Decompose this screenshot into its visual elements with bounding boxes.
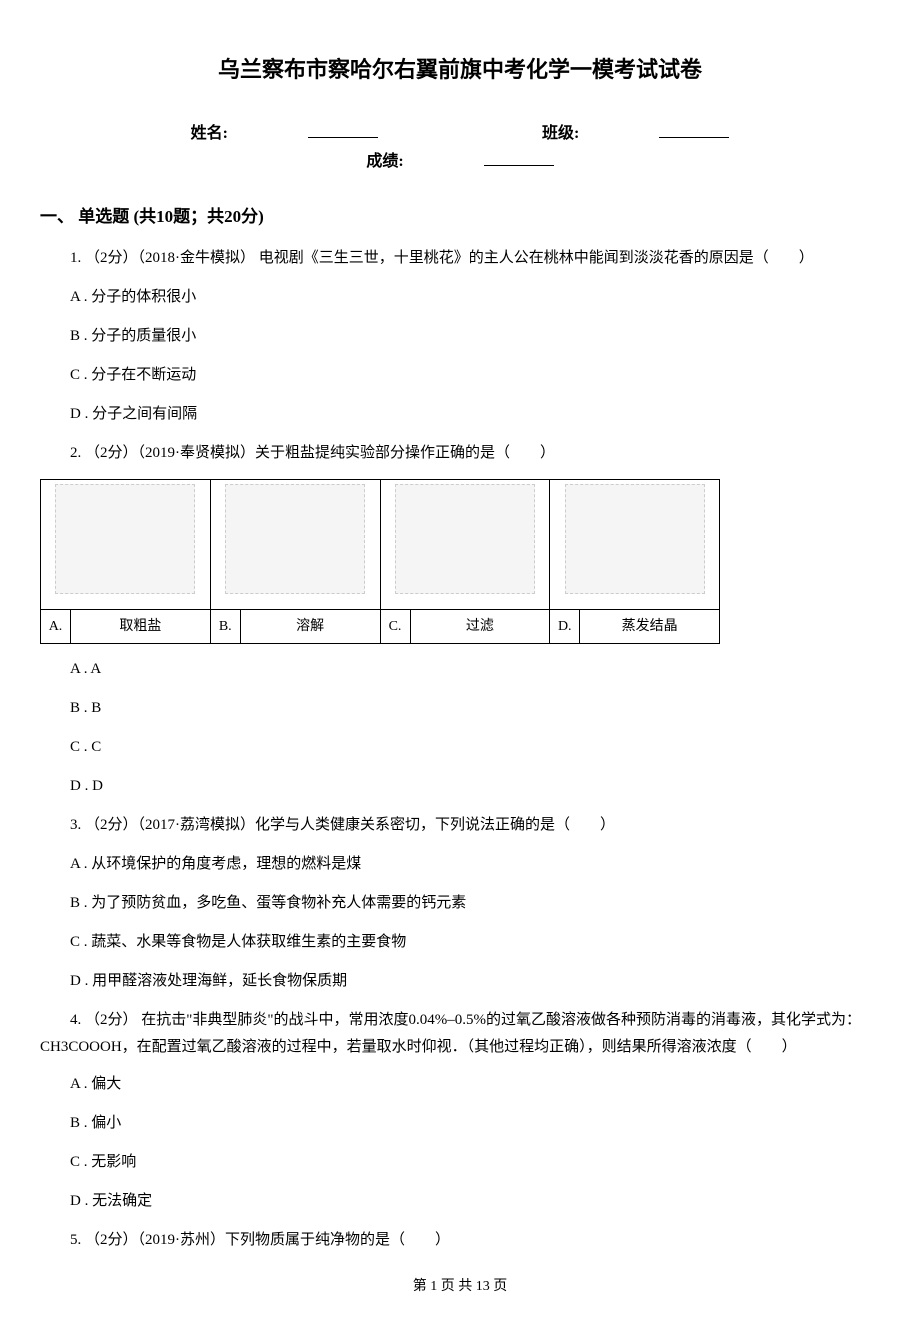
q1-optA: A . 分子的体积很小 [40, 284, 880, 311]
q2-stem: 2. （2分）（2019·奉贤模拟）关于粗盐提纯实验部分操作正确的是（ ） [40, 440, 880, 467]
info-row: 姓名: 班级: 成绩: [40, 120, 880, 178]
q2-imgD [550, 479, 720, 609]
score-field: 成绩: [326, 148, 593, 177]
q4-optC: C . 无影响 [40, 1149, 880, 1176]
q2-optD: D . D [40, 773, 880, 800]
q3-stem: 3. （2分）（2017·荔湾模拟）化学与人类健康关系密切，下列说法正确的是（ … [40, 812, 880, 839]
q2-capA: 取粗盐 [71, 609, 211, 643]
q4-optD: D . 无法确定 [40, 1188, 880, 1215]
q3-optB: B . 为了预防贫血，多吃鱼、蛋等食物补充人体需要的钙元素 [40, 890, 880, 917]
q2-optB: B . B [40, 695, 880, 722]
section-header: 一、 单选题 (共10题；共20分) [40, 202, 880, 233]
q2-labelA: A. [41, 609, 71, 643]
q3-optD: D . 用甲醛溶液处理海鲜，延长食物保质期 [40, 968, 880, 995]
q2-capC: 过滤 [410, 609, 550, 643]
q1-optB: B . 分子的质量很小 [40, 323, 880, 350]
q2-imgB [210, 479, 380, 609]
q3-optC: C . 蔬菜、水果等食物是人体获取维生素的主要食物 [40, 929, 880, 956]
q2-capB: 溶解 [240, 609, 380, 643]
q1-optD: D . 分子之间有间隔 [40, 401, 880, 428]
q4-stem: 4. （2分） 在抗击"非典型肺炎"的战斗中，常用浓度0.04%–0.5%的过氧… [40, 1007, 880, 1061]
q2-labelB: B. [210, 609, 240, 643]
q1-optC: C . 分子在不断运动 [40, 362, 880, 389]
q2-optA: A . A [40, 656, 880, 683]
page-footer: 第 1 页 共 13 页 [40, 1274, 880, 1299]
q2-capD: 蒸发结晶 [580, 609, 720, 643]
class-field: 班级: [502, 120, 769, 149]
name-field: 姓名: [151, 120, 418, 149]
exam-title: 乌兰察布市察哈尔右翼前旗中考化学一模考试试卷 [40, 50, 880, 90]
q5-stem: 5. （2分）（2019·苏州）下列物质属于纯净物的是（ ） [40, 1227, 880, 1254]
q3-optA: A . 从环境保护的角度考虑，理想的燃料是煤 [40, 851, 880, 878]
q2-image-table: A. 取粗盐 B. 溶解 C. 过滤 D. 蒸发结晶 [40, 479, 720, 644]
q4-optB: B . 偏小 [40, 1110, 880, 1137]
q1-stem: 1. （2分）（2018·金牛模拟） 电视剧《三生三世，十里桃花》的主人公在桃林… [40, 245, 880, 272]
q2-imgA [41, 479, 211, 609]
q2-optC: C . C [40, 734, 880, 761]
q4-optA: A . 偏大 [40, 1071, 880, 1098]
q2-imgC [380, 479, 550, 609]
q2-labelC: C. [380, 609, 410, 643]
q2-labelD: D. [550, 609, 580, 643]
